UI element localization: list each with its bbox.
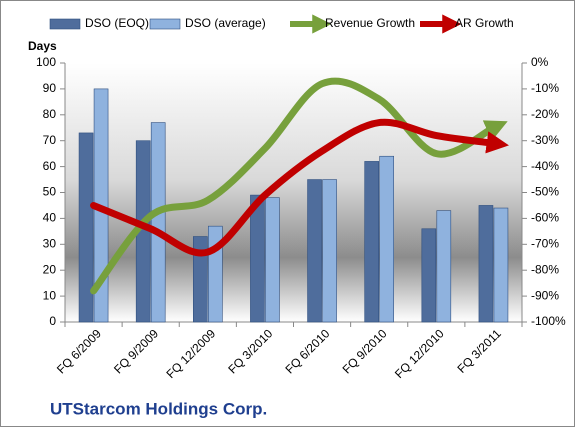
plot-area	[65, 63, 522, 322]
legend-swatch	[49, 18, 81, 30]
y2-tick-label: -60%	[531, 211, 559, 225]
bar	[150, 122, 166, 323]
bar	[250, 194, 265, 323]
y-tick-label: 90	[43, 81, 57, 95]
y-tick-label: 20	[43, 262, 57, 276]
legend-label: DSO (average)	[185, 16, 266, 30]
bar	[307, 179, 322, 323]
bar	[193, 236, 208, 323]
y-tick-label: 40	[43, 211, 57, 225]
bar	[421, 228, 437, 323]
y2-tick-label: -20%	[531, 107, 559, 121]
bar	[478, 205, 494, 323]
y2-tick-label: -70%	[531, 236, 559, 250]
chart-title: UTStarcom Holdings Corp.	[50, 399, 267, 418]
line-series	[90, 77, 508, 295]
y-tick-label: 50	[43, 185, 57, 199]
y2-tick-label: -30%	[531, 133, 559, 147]
y-tick-label: 100	[36, 55, 56, 69]
line-series	[90, 118, 509, 257]
bar	[322, 179, 337, 323]
y-tick-label: 10	[43, 288, 57, 302]
bar	[493, 207, 509, 323]
legend-swatch	[149, 18, 181, 30]
bar	[364, 161, 379, 323]
legend-label: DSO (EOQ)	[85, 16, 149, 30]
y-tick-label: 80	[43, 107, 57, 121]
y-axis-label: Days	[28, 39, 57, 53]
bar	[436, 210, 452, 323]
bar	[265, 197, 280, 323]
y-tick-label: 70	[43, 133, 57, 147]
y-tick-label: 60	[43, 159, 57, 173]
y2-tick-label: -80%	[531, 262, 559, 276]
y2-tick-label: -90%	[531, 288, 559, 302]
y2-tick-label: -50%	[531, 185, 559, 199]
y-tick-label: 30	[43, 236, 57, 250]
y2-tick-label: -100%	[531, 314, 566, 328]
y2-tick-label: 0%	[531, 55, 549, 69]
legend-label: Revenue Growth	[325, 16, 415, 30]
y-tick-label: 0	[49, 314, 56, 328]
y2-tick-label: -10%	[531, 81, 559, 95]
bar	[379, 155, 394, 323]
bar	[78, 132, 94, 323]
legend-label: AR Growth	[455, 16, 514, 30]
y2-tick-label: -40%	[531, 159, 559, 173]
